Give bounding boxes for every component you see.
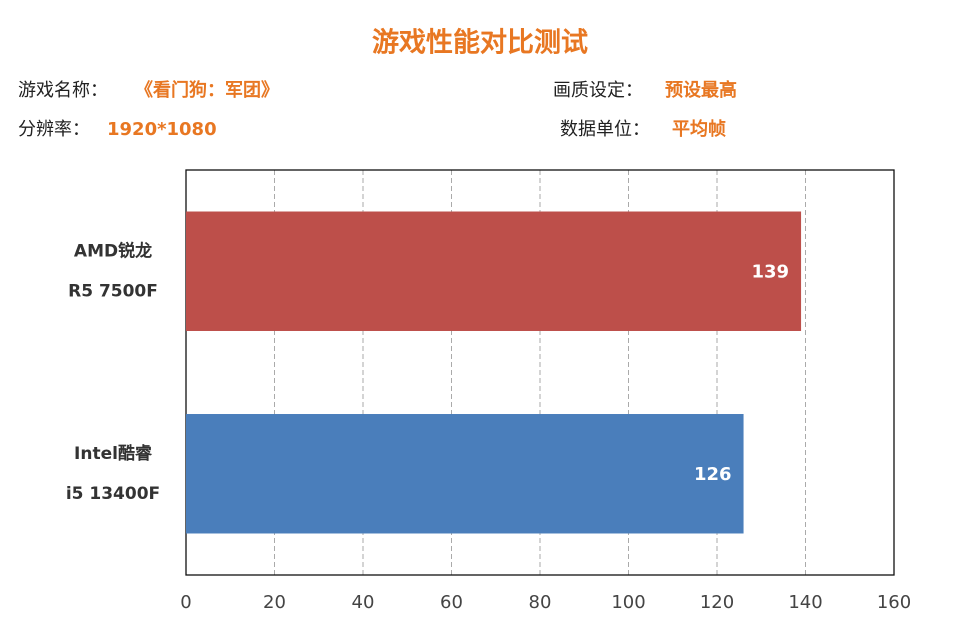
x-tick-label: 60 [440, 592, 463, 613]
chart-title: 游戏性能对比测试 [372, 27, 588, 59]
category-label: R5 7500F [68, 281, 158, 301]
category-label: Intel酷睿 [74, 443, 153, 464]
value-label: 126 [694, 464, 732, 485]
category-label: AMD锐龙 [74, 240, 152, 261]
x-tick-label: 20 [263, 592, 286, 613]
info-value: 《看门狗：军团》 [135, 79, 279, 101]
x-tick-label: 0 [180, 592, 191, 613]
bar [186, 211, 802, 331]
x-tick-label: 120 [700, 592, 734, 613]
x-tick-label: 80 [529, 592, 552, 613]
info-label: 游戏名称： [18, 80, 108, 101]
category-label: i5 13400F [66, 484, 160, 504]
bar [186, 414, 744, 534]
info-value: 平均帧 [672, 118, 726, 140]
info-label: 画质设定： [553, 80, 643, 101]
x-tick-label: 140 [788, 592, 822, 613]
info-label: 分辨率： [18, 119, 90, 140]
x-tick-label: 100 [611, 592, 645, 613]
x-tick-label: 160 [877, 592, 911, 613]
info-label: 数据单位： [560, 119, 650, 140]
plot-frame [185, 169, 895, 576]
value-label: 139 [751, 261, 789, 282]
info-value: 1920*1080 [107, 119, 217, 140]
x-tick-label: 40 [352, 592, 375, 613]
info-value: 预设最高 [665, 79, 737, 101]
